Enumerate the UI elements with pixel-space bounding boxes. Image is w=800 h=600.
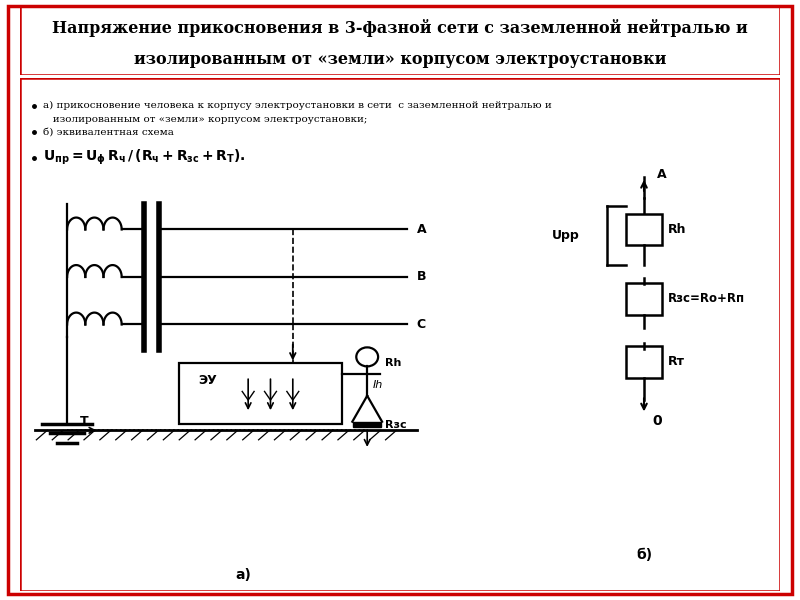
Bar — [626, 283, 662, 314]
Bar — [354, 422, 381, 427]
Bar — [178, 364, 342, 424]
Text: а) прикосновение человека к корпусу электроустановки в сети  с заземленной нейтр: а) прикосновение человека к корпусу элек… — [43, 101, 551, 110]
Text: 0: 0 — [653, 413, 662, 428]
Bar — [626, 214, 662, 245]
Text: ЭУ: ЭУ — [198, 374, 218, 387]
Text: Rт: Rт — [668, 355, 685, 368]
Text: Upр: Upр — [552, 229, 579, 242]
Text: а): а) — [235, 568, 251, 582]
Text: Rh: Rh — [668, 223, 686, 236]
Text: б) эквивалентная схема: б) эквивалентная схема — [43, 127, 174, 136]
Text: б): б) — [636, 548, 652, 562]
Text: A: A — [417, 223, 426, 236]
Text: изолированным от «земли» корпусом электроустановки: изолированным от «земли» корпусом электр… — [134, 52, 666, 68]
Text: Напряжение прикосновения в 3-фазной сети с заземленной нейтралью и: Напряжение прикосновения в 3-фазной сети… — [52, 19, 748, 37]
Text: изолированным от «земли» корпусом электроустановки;: изолированным от «земли» корпусом электр… — [43, 115, 367, 124]
Text: Rзс=Ro+Rп: Rзс=Ro+Rп — [668, 292, 746, 305]
Text: A: A — [658, 169, 667, 181]
Text: B: B — [417, 271, 426, 283]
Text: Ih: Ih — [373, 380, 383, 390]
Text: Rзс: Rзс — [385, 420, 406, 430]
Text: Т: Т — [79, 415, 88, 428]
Text: C: C — [417, 318, 426, 331]
Bar — [626, 346, 662, 377]
Text: $\mathbf{U_{пр} = U_{\phi}\, R_{ч}\, /\, (R_{ч} + R_{зс} + R_{Т}).}$: $\mathbf{U_{пр} = U_{\phi}\, R_{ч}\, /\,… — [43, 148, 246, 167]
Text: Rh: Rh — [385, 358, 401, 368]
